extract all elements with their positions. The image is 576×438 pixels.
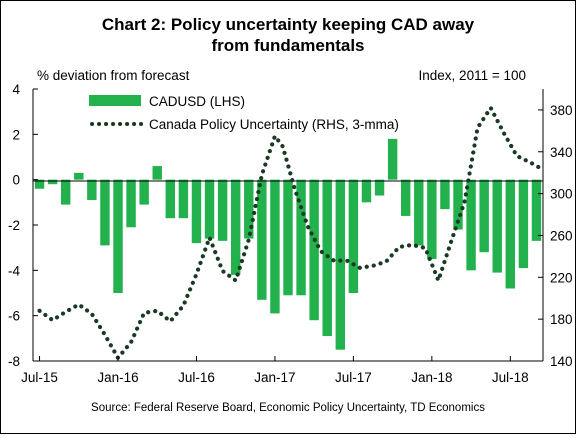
cadusd-bar xyxy=(518,179,529,269)
cadusd-bar xyxy=(427,179,437,259)
x-axis-tick-label: Jan-17 xyxy=(254,370,295,385)
cadusd-bar xyxy=(440,179,450,210)
cadusd-bar xyxy=(152,166,162,180)
cadusd-bar xyxy=(466,179,476,271)
left-axis-tick-label: -2 xyxy=(8,218,20,233)
cadusd-bar xyxy=(335,179,346,350)
left-axis-tick-label: 4 xyxy=(12,82,20,97)
right-axis-tick-label: 180 xyxy=(550,312,573,327)
legend-label-uncertainty: Canada Policy Uncertainty (RHS, 3-mma) xyxy=(149,117,399,132)
cadusd-bar xyxy=(283,179,293,296)
cadusd-bar xyxy=(348,179,359,293)
x-axis-tick-label: Jul-15 xyxy=(21,370,58,385)
source-note: Source: Federal Reserve Board, Economic … xyxy=(91,402,485,414)
cadusd-bar xyxy=(100,179,110,246)
cadusd-bar xyxy=(505,179,516,289)
cadusd-bar xyxy=(178,179,189,219)
x-axis-tick-label: Jul-18 xyxy=(492,370,529,385)
cadusd-bar xyxy=(400,179,411,216)
left-axis-tick-label: -6 xyxy=(8,309,20,324)
cadusd-bar xyxy=(74,172,84,180)
cadusd-bar xyxy=(361,179,372,203)
cadusd-bar xyxy=(217,179,228,241)
x-axis-tick-label: Jul-17 xyxy=(335,370,372,385)
line-layer xyxy=(37,105,546,360)
chart-title-line-1: Chart 2: Policy uncertainty keeping CAD … xyxy=(102,15,475,34)
cadusd-bar xyxy=(479,179,489,253)
legend-swatch-cadusd xyxy=(89,95,141,106)
left-axis-label: % deviation from forecast xyxy=(37,68,190,83)
x-axis-tick-label: Jul-16 xyxy=(178,370,215,385)
cadusd-bar xyxy=(309,179,319,321)
cadusd-bar xyxy=(374,179,385,196)
policy-uncertainty-line xyxy=(37,105,546,360)
cadusd-bar xyxy=(34,179,45,189)
cadusd-bar xyxy=(60,179,71,205)
right-axis-tick-label: 300 xyxy=(550,187,573,202)
cadusd-bar xyxy=(113,179,123,293)
left-axis-tick-label: 2 xyxy=(12,127,20,142)
cadusd-bar xyxy=(453,179,463,230)
cadusd-bar xyxy=(126,179,136,228)
x-axis-tick-label: Jan-16 xyxy=(97,370,138,385)
right-axis-tick-label: 220 xyxy=(550,270,573,285)
right-axis-tick-label: 380 xyxy=(550,103,573,118)
right-axis-tick-label: 340 xyxy=(550,145,573,160)
cadusd-bar xyxy=(492,179,502,273)
left-axis-tick-label: -8 xyxy=(8,354,20,369)
left-axis-tick-label: -4 xyxy=(8,263,20,278)
cadusd-bar xyxy=(531,179,542,241)
cadusd-bar xyxy=(244,179,254,239)
cadusd-bar xyxy=(414,179,424,246)
cadusd-bar xyxy=(204,179,215,239)
cadusd-bar xyxy=(191,179,202,244)
right-axis-tick-label: 260 xyxy=(550,228,573,243)
x-axis-tick-label: Jan-18 xyxy=(411,370,452,385)
chart-title-line-2: from fundamentals xyxy=(211,36,364,55)
right-axis-tick-label: 140 xyxy=(550,354,573,369)
cadusd-bar xyxy=(87,179,97,201)
axes-layer: -8 -6 -4 -2 0 2 4 140 180 220 260 300 340 380 Jul-15 Ja… xyxy=(8,82,573,385)
bars-layer xyxy=(34,138,542,350)
cadusd-bar xyxy=(387,138,398,180)
cadusd-bar xyxy=(139,179,149,205)
legend-label-cadusd: CADUSD (LHS) xyxy=(149,94,245,109)
legend: CADUSD (LHS) Canada Policy Uncertainty (… xyxy=(89,94,399,132)
right-axis-label: Index, 2011 = 100 xyxy=(419,68,526,83)
cadusd-bar xyxy=(47,179,58,185)
cadusd-bar xyxy=(230,179,241,275)
cadusd-bar xyxy=(270,179,280,314)
left-axis-tick-label: 0 xyxy=(12,173,20,188)
cadusd-bar xyxy=(257,179,267,300)
cadusd-bar xyxy=(296,179,306,296)
cadusd-bar xyxy=(165,179,176,219)
